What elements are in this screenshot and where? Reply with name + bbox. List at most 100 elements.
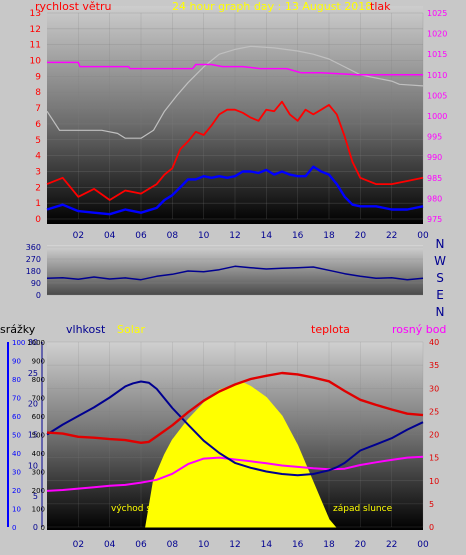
wind-hour-tick: 00 [417,231,429,241]
temp-hour-tick: 04 [104,540,116,550]
temp-hour-tick: 00 [417,540,429,550]
wind-direction-series [46,265,424,281]
pressure-tick: 1000 [427,112,447,121]
wind-speed-tick: 1 [35,199,41,209]
pressure-tick: 1025 [427,9,447,18]
wind-hour-tick: 14 [261,231,273,241]
solar-tick: 700 [32,395,45,403]
wind-speed-tick: 3 [35,167,41,177]
rain-tick: 20 [12,487,21,495]
wind-speed-tick: 13 [30,9,41,19]
chart-title: 24 hour graph day : 13 August 2018 [172,0,372,13]
humidity-tick: 30 [28,338,38,347]
wind-plot-background [47,6,423,224]
sunrise-label: východ slunce [111,504,176,514]
rain-tick: 30 [12,469,21,477]
wind-hour-tick: 18 [323,231,335,241]
wind-speed-tick: 9 [35,72,41,82]
temp-hour-tick: 18 [323,540,335,550]
solar-tick: 500 [32,432,45,440]
direction-tick: 180 [26,267,41,276]
pressure-tick: 995 [427,133,442,142]
wind-hour-tick: 12 [229,231,240,241]
temp-hour-tick: 08 [167,540,179,550]
compass-label-s: S [436,271,444,285]
pressure-tick: 975 [427,215,442,224]
temperature-tick: 10 [429,477,439,486]
wind-hour-tick: 02 [73,231,84,241]
pressure-tick: 1020 [427,30,447,39]
solar-tick: 1000 [27,339,45,347]
humidity-tick: 20 [28,400,38,409]
wind-hour-tick: 04 [104,231,116,241]
solar-tick: 900 [32,358,45,366]
rain-tick: 100 [12,339,25,347]
wind-speed-tick: 11 [30,41,41,51]
temperature-tick: 20 [429,431,439,440]
direction-tick: 360 [26,243,41,252]
temperature-tick: 15 [429,454,439,463]
solar-tick: 100 [32,506,45,514]
wind-speed-axis-title: rychlost větru [35,0,111,13]
wind-speed-tick: 0 [35,215,41,225]
wind-gust-series [46,100,424,201]
wind-hour-tick: 10 [198,231,210,241]
direction-tick: 90 [31,279,41,288]
wind-speed-tick: 8 [35,88,41,98]
wind-speed-tick: 2 [35,183,41,193]
pressure-axis-title: tlak [370,0,391,13]
direction-tick: 270 [26,255,41,264]
temperature-tick: 5 [429,500,434,509]
solar-tick: 300 [32,469,45,477]
temperature-tick: 40 [429,338,439,347]
solar-tick: 600 [32,413,45,421]
solar-axis-title: Solar [117,323,146,336]
temperature-tick: 0 [429,523,434,532]
temp-hour-tick: 20 [355,540,367,550]
solar-tick: 200 [32,487,45,495]
wind-hour-tick: 20 [355,231,367,241]
wind-hour-tick: 08 [167,231,179,241]
rain-tick: 10 [12,506,21,514]
temp-hour-tick: 02 [73,540,84,550]
solar-tick: 800 [32,376,45,384]
wind-average-series [46,165,424,216]
pressure-tick: 1010 [427,71,447,80]
pressure-series [47,61,423,76]
humidity-tick: 10 [28,461,38,470]
wind-speed-tick: 7 [35,104,41,114]
humidity-series [46,380,424,477]
rain-tick: 70 [12,395,21,403]
rain-tick: 60 [12,413,21,421]
direction-plot-background [47,245,423,295]
wind-speed-tick: 4 [35,152,41,162]
pressure-tick: 1015 [427,50,447,59]
temperature-tick: 35 [429,361,439,370]
humidity-tick: 0 [33,523,38,532]
humidity-axis-title: vlhkost [66,323,106,336]
solar-tick: 400 [32,450,45,458]
rain-tick: 80 [12,376,21,384]
pressure-tick: 990 [427,153,442,162]
rain-tick: 90 [12,358,21,366]
sunset-label: západ slunce [333,504,393,514]
temp-hour-tick: 10 [198,540,210,550]
humidity-tick: 25 [28,369,38,378]
wind-hour-tick: 06 [135,231,147,241]
temp-hour-tick: 14 [261,540,273,550]
compass-label-n-top: N [436,237,445,251]
wind-speed-tick: 10 [30,57,42,67]
temp-hour-tick: 06 [135,540,147,550]
humidity-tick: 5 [33,492,38,501]
dew-point-axis-title: rosný bod [392,323,446,336]
pressure-tick: 985 [427,174,442,183]
wind-speed-tick: 6 [35,120,41,130]
direction-tick: 0 [36,291,41,300]
temp-hour-tick: 16 [292,540,304,550]
compass-label-n-bottom: N [436,305,445,319]
wind-speed-tick: 5 [35,136,41,146]
rain-tick: 50 [12,432,21,440]
wind-hour-tick: 16 [292,231,304,241]
